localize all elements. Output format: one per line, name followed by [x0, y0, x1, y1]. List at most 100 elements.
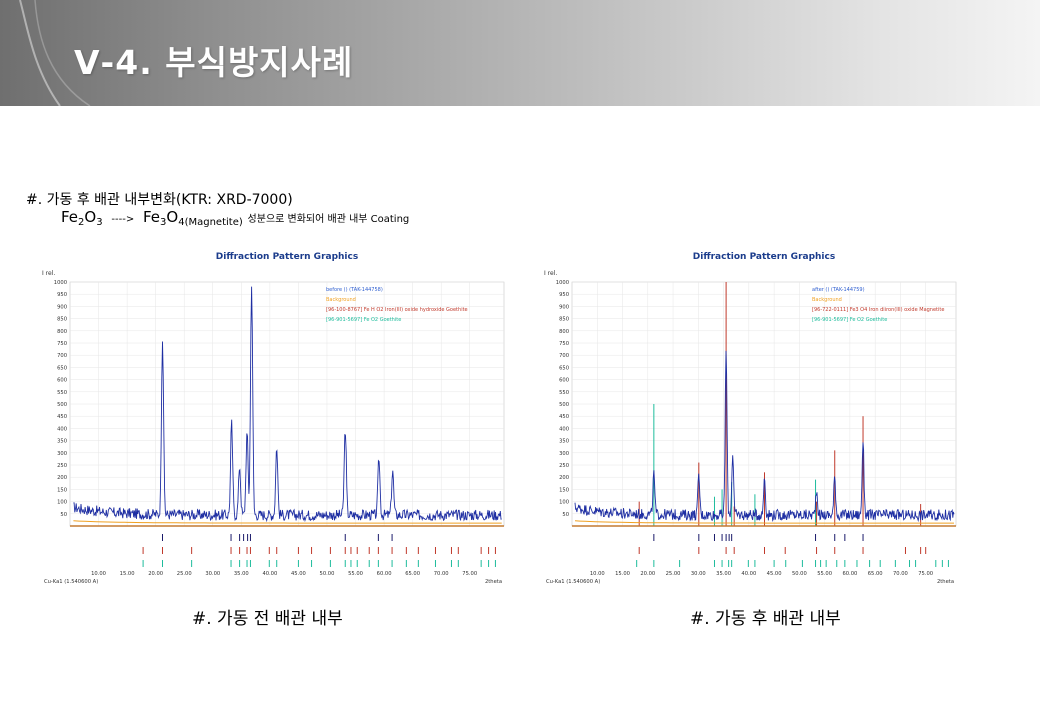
radiation-label: Cu-Ka1 (1.540600 A) — [546, 579, 600, 585]
legend-entry: Background — [326, 297, 356, 303]
y-tick-label: 300 — [559, 451, 569, 457]
x-tick-label: 20.00 — [148, 571, 163, 577]
legend-entry: before () (TAK-144758) — [326, 287, 383, 293]
y-tick-label: 850 — [57, 317, 67, 323]
x-tick-label: 70.00 — [434, 571, 449, 577]
y-tick-label: 500 — [57, 402, 67, 408]
slide-header: Ⅴ-4. 부식방지사례 — [0, 0, 1040, 106]
legend-entry: [96-901-5697] Fe O2 Goethite — [326, 317, 401, 323]
legend-entry: [96-100-8767] Fe H O2 Iron(III) oxide hy… — [326, 307, 468, 313]
y-tick-label: 1000 — [556, 280, 569, 286]
radiation-label: Cu-Ka1 (1.540600 A) — [44, 579, 98, 585]
x-tick-label: 30.00 — [691, 571, 706, 577]
y-tick-label: 200 — [559, 475, 569, 481]
x-tick-label: 35.00 — [716, 571, 731, 577]
legend-entry: Background — [812, 297, 842, 303]
x-tick-label: 45.00 — [291, 571, 306, 577]
x-tick-label: 55.00 — [348, 571, 363, 577]
y-tick-label: 800 — [57, 329, 67, 335]
y-tick-label: 200 — [57, 475, 67, 481]
x-axis-label: 2theta — [937, 579, 954, 585]
xrd-chart-before: Diffraction Pattern Graphics I rel. 50 100 1… — [42, 252, 505, 585]
x-tick-label: 35.00 — [234, 571, 249, 577]
y-tick-label: 700 — [559, 353, 569, 359]
y-tick-label: 650 — [559, 365, 569, 371]
chart-title: Diffraction Pattern Graphics — [216, 252, 358, 262]
x-tick-label: 45.00 — [767, 571, 782, 577]
x-tick-label: 70.00 — [893, 571, 908, 577]
y-tick-label: 250 — [57, 463, 67, 469]
x-tick-label: 75.00 — [462, 571, 477, 577]
x-tick-label: 65.00 — [405, 571, 420, 577]
x-tick-label: 10.00 — [91, 571, 106, 577]
y-tick-label: 400 — [57, 426, 67, 432]
background-line — [73, 520, 502, 524]
y-tick-label: 150 — [559, 487, 569, 493]
y-tick-label: 600 — [559, 378, 569, 384]
y-tick-label: 750 — [559, 341, 569, 347]
y-tick-label: 1000 — [54, 280, 67, 286]
y-tick-label: 50 — [60, 512, 67, 518]
formula-arrow: ----> — [111, 214, 135, 225]
y-tick-label: 100 — [559, 500, 569, 506]
caption-before: #. 가동 전 배관 내부 — [192, 609, 343, 629]
y-axis-label: I rel. — [544, 270, 557, 277]
x-tick-label: 55.00 — [817, 571, 832, 577]
formula-from: Fe2O3 — [61, 208, 103, 228]
y-tick-label: 250 — [559, 463, 569, 469]
y-tick-label: 350 — [559, 439, 569, 445]
x-tick-label: 60.00 — [842, 571, 857, 577]
y-tick-label: 550 — [57, 390, 67, 396]
x-tick-label: 50.00 — [320, 571, 335, 577]
x-tick-label: 30.00 — [205, 571, 220, 577]
y-axis-label: I rel. — [42, 270, 55, 277]
x-tick-label: 40.00 — [741, 571, 756, 577]
y-tick-label: 900 — [559, 304, 569, 310]
y-tick-label: 600 — [57, 378, 67, 384]
x-tick-label: 50.00 — [792, 571, 807, 577]
y-tick-label: 450 — [559, 414, 569, 420]
formula-description: 성분으로 변화되어 배관 내부 Coating — [247, 214, 410, 225]
y-tick-label: 400 — [559, 426, 569, 432]
y-tick-label: 450 — [57, 414, 67, 420]
diffraction-pattern-line — [574, 350, 955, 523]
diffraction-pattern-line — [73, 286, 502, 523]
x-tick-label: 20.00 — [640, 571, 655, 577]
x-tick-label: 25.00 — [177, 571, 192, 577]
y-tick-label: 100 — [57, 500, 67, 506]
y-tick-label: 650 — [57, 365, 67, 371]
x-tick-label: 25.00 — [666, 571, 681, 577]
y-tick-label: 850 — [559, 317, 569, 323]
x-tick-label: 40.00 — [262, 571, 277, 577]
background-line — [574, 520, 954, 524]
y-tick-label: 750 — [57, 341, 67, 347]
formula-note: (Magnetite) — [184, 217, 243, 228]
formula-line: Fe2O3 ----> Fe3O4(Magnetite) 성분으로 변화되어 배… — [61, 208, 409, 228]
xrd-chart-after: Diffraction Pattern Graphics I rel. 50 100 1… — [544, 252, 957, 585]
y-tick-label: 50 — [562, 512, 569, 518]
legend-entry: [96-722-0111] Fe3 O4 Iron diiron(III) ox… — [812, 307, 944, 313]
legend-entry: [96-901-5697] Fe O2 Goethite — [812, 317, 887, 323]
y-tick-label: 950 — [559, 292, 569, 298]
description-line: #. 가동 후 배관 내부변화(KTR: XRD-7000) — [26, 192, 293, 208]
y-tick-label: 550 — [559, 390, 569, 396]
x-axis-label: 2theta — [485, 579, 502, 585]
chart-title: Diffraction Pattern Graphics — [693, 252, 835, 262]
header-swoosh-decoration — [19, 0, 91, 106]
y-tick-label: 350 — [57, 439, 67, 445]
caption-after: #. 가동 후 배관 내부 — [690, 609, 841, 629]
x-tick-label: 15.00 — [615, 571, 630, 577]
formula-to: Fe3O4(Magnetite) — [142, 208, 243, 228]
x-tick-label: 15.00 — [120, 571, 135, 577]
legend-entry: after () (TAK-144759) — [812, 287, 865, 293]
y-tick-label: 150 — [57, 487, 67, 493]
y-tick-label: 800 — [559, 329, 569, 335]
slide-title: Ⅴ-4. 부식방지사례 — [74, 43, 354, 82]
x-tick-label: 65.00 — [868, 571, 883, 577]
y-tick-label: 900 — [57, 304, 67, 310]
y-tick-label: 950 — [57, 292, 67, 298]
x-tick-label: 60.00 — [377, 571, 392, 577]
y-tick-label: 500 — [559, 402, 569, 408]
x-tick-label: 75.00 — [918, 571, 933, 577]
x-tick-label: 10.00 — [590, 571, 605, 577]
